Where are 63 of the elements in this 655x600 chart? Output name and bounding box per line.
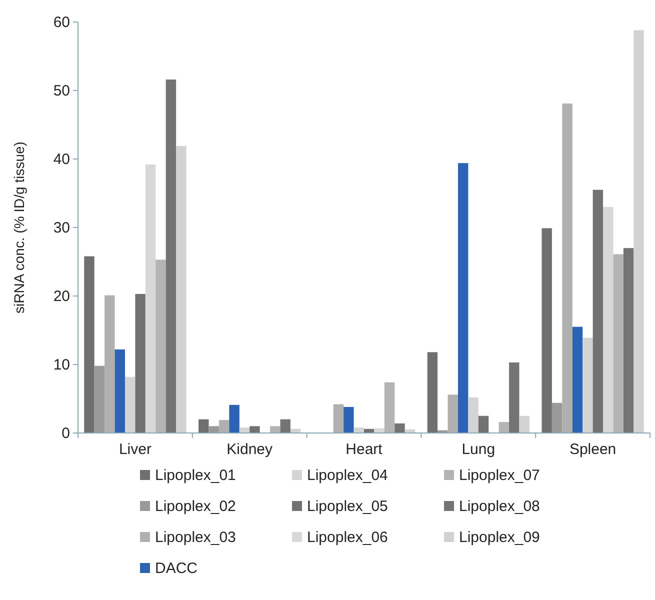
x-tick-label: Lung: [462, 441, 496, 458]
bar: [448, 394, 458, 433]
bar: [542, 228, 552, 433]
bar: [582, 338, 593, 433]
bar: [114, 349, 125, 433]
legend-label: Lipoplex_08: [459, 498, 540, 515]
bar: [166, 80, 176, 433]
bar: [124, 376, 136, 433]
legend-label: Lipoplex_04: [307, 467, 388, 484]
bar: [270, 426, 280, 433]
bar: [156, 260, 166, 433]
bar: [104, 295, 115, 433]
legend-label: Lipoplex_09: [459, 529, 540, 546]
bar: [208, 426, 219, 433]
x-tick-label: Kidney: [226, 441, 274, 458]
y-tick-label: 50: [53, 82, 70, 100]
bar: [84, 256, 94, 433]
x-tick-label: Liver: [118, 441, 152, 458]
legend-label: Lipoplex_01: [155, 467, 236, 484]
bar: [623, 248, 634, 433]
bar: [374, 428, 384, 433]
bar: [509, 362, 520, 433]
bar: [333, 404, 344, 433]
y-tick-label: 20: [53, 288, 70, 305]
bar: [384, 382, 395, 433]
bar: [198, 419, 209, 433]
y-axis-title: siRNA conc. (% ID/g tissue): [11, 142, 27, 314]
legend-label: Lipoplex_03: [155, 529, 236, 546]
bar: [344, 406, 354, 433]
legend-label: Lipoplex_05: [307, 498, 388, 515]
y-tick-label: 10: [53, 356, 70, 374]
bar: [135, 294, 146, 433]
y-tick-label: 60: [53, 14, 70, 31]
bar: [250, 426, 260, 433]
bar: [592, 190, 604, 433]
legend-label: Lipoplex_07: [459, 467, 540, 484]
bar: [229, 404, 240, 433]
bar: [94, 366, 105, 433]
bar: [603, 206, 614, 433]
bar: [458, 163, 468, 433]
y-tick-label: 40: [53, 150, 70, 168]
bar: [634, 30, 644, 433]
bar: [498, 422, 510, 433]
bar: [427, 352, 438, 433]
bar: [572, 326, 583, 433]
bar: [478, 416, 489, 433]
bar: [552, 402, 562, 433]
bar: [394, 423, 405, 433]
bar: [218, 420, 230, 433]
x-tick-label: Spleen: [569, 441, 616, 458]
legend-label: Lipoplex_06: [307, 529, 388, 546]
legend-label: Lipoplex_02: [155, 498, 236, 515]
bar: [613, 254, 624, 433]
bar: [176, 146, 186, 433]
bar: [468, 397, 478, 433]
bar: [519, 416, 530, 433]
legend-label: DACC: [155, 560, 198, 577]
y-tick-label: 30: [53, 219, 70, 236]
bar: [280, 419, 290, 433]
bar: [562, 104, 572, 433]
y-tick-label: 0: [62, 424, 70, 442]
x-tick-label: Heart: [346, 441, 384, 458]
bar: [145, 164, 156, 433]
